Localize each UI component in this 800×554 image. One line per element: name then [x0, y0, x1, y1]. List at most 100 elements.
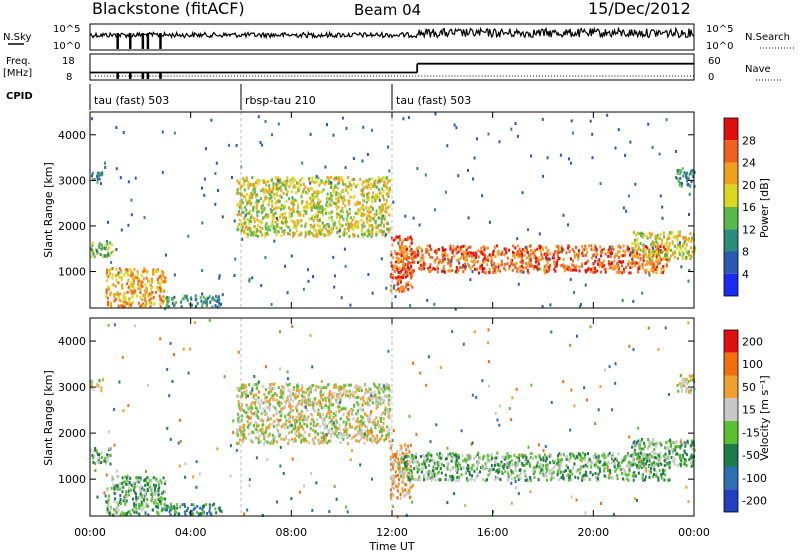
- power-cell-1770: [519, 269, 522, 273]
- power-cell-1021: [260, 210, 263, 214]
- power-cell-2318: [621, 264, 623, 268]
- velocity-cell-1911: [544, 459, 547, 463]
- power-cell-977: [373, 183, 376, 186]
- power-cell-514: [382, 203, 385, 207]
- power-sparse-194: [530, 154, 533, 158]
- power-cell-1150: [335, 226, 338, 230]
- power-cell-412: [286, 225, 289, 229]
- velocity-cell-1935: [551, 474, 554, 478]
- velocity-cell-1261: [372, 434, 375, 438]
- velocity-cell-55: [98, 379, 101, 383]
- velocity-cell-1952: [594, 471, 597, 475]
- power-cell-943: [278, 226, 281, 230]
- velocity-cell-1231: [328, 428, 331, 432]
- power-cell-2336: [443, 264, 446, 268]
- power-cell-1885: [494, 271, 497, 274]
- power-cell-741: [238, 181, 240, 185]
- velocity-cell-284: [154, 489, 157, 493]
- power-sparse-5: [234, 257, 237, 261]
- velocity-cell-1272: [255, 393, 258, 397]
- power-sparse-132: [277, 122, 280, 126]
- velocity-cell-1792: [545, 471, 547, 475]
- power-cell-885: [277, 206, 280, 210]
- velocity-cell-82: [113, 484, 116, 488]
- power-cell-1877: [540, 252, 543, 256]
- velocity-cell-1405: [292, 415, 294, 419]
- power-cell-19: [110, 243, 113, 247]
- power-cell-1245: [344, 204, 347, 208]
- velocity-cell-1253: [266, 440, 269, 444]
- power-cell-1475: [401, 289, 404, 293]
- power-cell-2257: [575, 268, 578, 272]
- power-cell-1158: [322, 225, 325, 229]
- power-cell-1042: [382, 230, 384, 234]
- power-cell-65: [115, 278, 118, 282]
- velocity-cell-809: [364, 384, 367, 388]
- velocity-cell-1954: [475, 455, 477, 458]
- velocity-cell-1329: [388, 410, 391, 414]
- velocity-cell-381: [199, 512, 202, 516]
- power-cell-2086: [466, 258, 469, 262]
- velocity-cell-621: [338, 427, 341, 431]
- power-cell-1338: [243, 217, 246, 221]
- power-cell-197: [136, 276, 139, 280]
- velocity-cell-436: [264, 413, 267, 417]
- velocity-cell-104: [142, 506, 145, 510]
- velocity-cell-1497: [401, 480, 404, 484]
- power-sparse-122: [434, 208, 436, 212]
- power-cell-2124: [455, 265, 458, 269]
- power-cell-14: [91, 250, 94, 254]
- velocity-cell-1551: [475, 475, 478, 479]
- velocity-cell-424: [272, 440, 274, 444]
- power-cell-272: [157, 269, 160, 273]
- velocity-cell-1196: [257, 437, 260, 441]
- power-cell-1012: [283, 212, 286, 215]
- velocity-cell-1156: [313, 441, 316, 445]
- power-cell-1305: [371, 195, 374, 199]
- velocity-cell-118: [120, 487, 123, 490]
- power-cell-2455: [640, 234, 643, 237]
- velocity-cell-1898: [595, 479, 598, 483]
- power-sparse-93: [218, 274, 221, 278]
- velocity-cell-1218: [348, 434, 351, 438]
- power-cbar-swatch-7: [724, 273, 738, 296]
- power-sparse-84: [548, 257, 550, 261]
- power-cell-2175: [537, 259, 540, 263]
- velocity-cell-295: [110, 486, 113, 490]
- power-cell-2034: [476, 260, 479, 264]
- velocity-cell-345: [188, 511, 191, 515]
- velocity-cell-934: [374, 426, 377, 430]
- velocity-cell-1807: [550, 476, 553, 480]
- power-cell-937: [343, 233, 346, 237]
- power-cell-267: [152, 295, 155, 299]
- power-sparse-68: [273, 239, 276, 243]
- velocity-cell-793: [348, 422, 351, 426]
- power-cell-1345: [285, 199, 288, 203]
- power-cell-199: [121, 283, 124, 287]
- power-cell-2332: [653, 263, 656, 267]
- power-cell-798: [285, 193, 288, 197]
- power-cell-1235: [280, 195, 283, 199]
- velocity-cell-191: [124, 512, 127, 516]
- velocity-cell-1087: [367, 418, 370, 422]
- velocity-cell-317: [154, 477, 157, 481]
- velocity-cell-290: [144, 489, 147, 493]
- velocity-cell-1489: [405, 492, 408, 496]
- velocity-cell-1658: [571, 472, 574, 476]
- power-cell-1837: [425, 248, 428, 251]
- velocity-cell-1583: [418, 462, 421, 466]
- power-cell-386: [260, 204, 263, 208]
- power-cell-1152: [346, 214, 349, 218]
- velocity-cell-1181: [342, 386, 345, 389]
- velocity-cell-1710: [634, 474, 637, 478]
- power-cell-2046: [665, 263, 668, 267]
- power-cell-198: [105, 291, 108, 295]
- nave-tick-bottom: 0: [708, 72, 714, 83]
- power-cell-213: [115, 267, 118, 271]
- power-cell-281: [141, 280, 144, 284]
- power-cell-1392: [280, 226, 283, 230]
- velocity-cell-1140: [355, 396, 358, 399]
- power-cell-968: [273, 216, 276, 220]
- power-cell-1131: [282, 217, 285, 221]
